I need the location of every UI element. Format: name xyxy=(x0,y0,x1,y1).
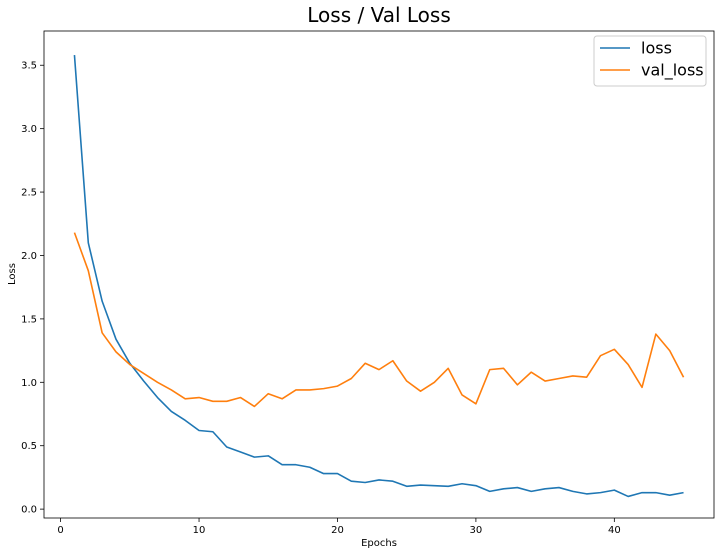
x-tick-label: 20 xyxy=(331,525,344,536)
x-tick-label: 30 xyxy=(470,525,483,536)
y-tick-label: 1.5 xyxy=(21,314,37,325)
x-tick-label: 40 xyxy=(608,525,621,536)
x-tick-label: 0 xyxy=(57,525,63,536)
y-axis-label: Loss xyxy=(7,263,18,285)
legend-label-loss: loss xyxy=(641,39,672,58)
x-tick-label: 10 xyxy=(193,525,206,536)
y-tick-label: 2.0 xyxy=(21,251,37,262)
x-axis-label: Epochs xyxy=(361,538,397,549)
y-tick-label: 0.5 xyxy=(21,441,37,452)
chart-title: Loss / Val Loss xyxy=(307,3,451,27)
legend: loss val_loss xyxy=(593,35,707,87)
y-tick-label: 3.0 xyxy=(21,124,37,135)
y-tick-label: 3.5 xyxy=(21,61,37,72)
legend-label-val-loss: val_loss xyxy=(641,61,704,81)
y-tick-label: 0.0 xyxy=(21,505,37,516)
axes-frame xyxy=(43,30,715,519)
series-line-loss xyxy=(73,55,684,498)
plot-area: 0 10 20 30 40 0.0 0.5 1.0 1.5 2.0 2.5 3.0 3.5 loss val… xyxy=(21,30,715,536)
series-line-val-loss xyxy=(73,232,685,408)
y-tick-label: 1.0 xyxy=(21,378,37,389)
y-tick-label: 2.5 xyxy=(21,188,37,199)
